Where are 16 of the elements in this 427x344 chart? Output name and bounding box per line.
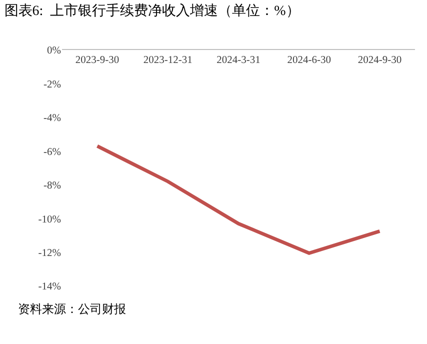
x-tick-label: 2023-9-30 bbox=[75, 54, 120, 66]
chart-title: 图表6: 上市银行手续费净收入增速（单位：%） bbox=[4, 2, 300, 19]
y-tick-label: -2% bbox=[44, 79, 62, 90]
y-tick-label: -4% bbox=[44, 113, 62, 124]
line-series bbox=[96, 144, 382, 255]
y-tick-label: -10% bbox=[38, 214, 62, 226]
text: 资料来源：公司财报 bbox=[18, 302, 126, 316]
x-tick-label: 2024-3-31 bbox=[216, 54, 260, 66]
y-tick-label: -8% bbox=[44, 180, 62, 192]
x-tick-label: 2024-6-30 bbox=[287, 54, 331, 66]
y-tick-label: -6% bbox=[44, 146, 62, 158]
x-tick-label: 2023-12-31 bbox=[143, 54, 192, 66]
y-tick-label: -12% bbox=[38, 248, 62, 259]
y-tick-label: -14% bbox=[38, 282, 62, 293]
x-tick-label: 2024-9-30 bbox=[358, 54, 402, 66]
y-tick-label: 0% bbox=[47, 46, 62, 57]
